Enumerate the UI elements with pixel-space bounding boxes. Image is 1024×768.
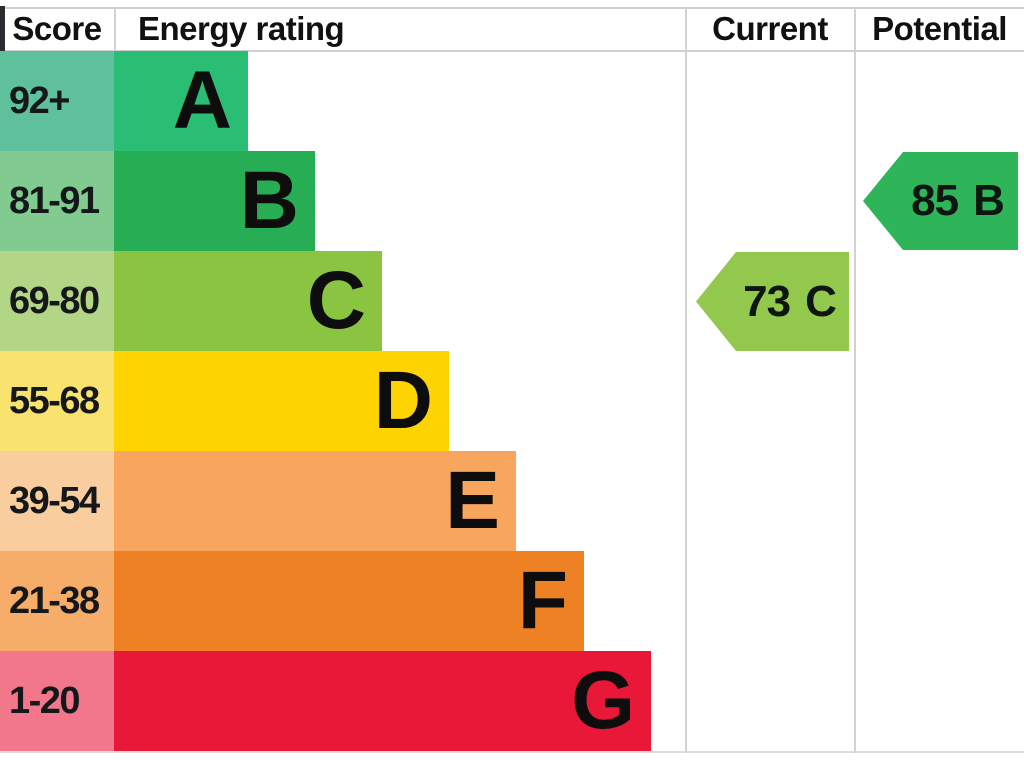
score-column-divider: [114, 7, 116, 52]
rating-bar-d: D: [114, 351, 449, 451]
band-row-e: 39-54 E: [0, 451, 1024, 551]
grade-letter-e: E: [445, 455, 500, 546]
current-column-divider: [685, 7, 687, 753]
score-range-cell-g: 1-20: [0, 651, 114, 751]
table-bottom-border: [0, 751, 1024, 753]
band-row-d: 55-68 D: [0, 351, 1024, 451]
band-row-b: 81-91 B: [0, 151, 1024, 251]
grade-letter-d: D: [373, 355, 433, 446]
table-header: Score Energy rating Current Potential: [0, 7, 1024, 50]
score-range-cell-f: 21-38: [0, 551, 114, 651]
rating-bar-b: B: [114, 151, 315, 251]
header-bottom-border: [0, 50, 1024, 52]
grade-letter-c: C: [306, 255, 366, 346]
score-range-cell-e: 39-54: [0, 451, 114, 551]
grade-letter-g: G: [571, 655, 635, 746]
score-range-label-a: 92+: [9, 79, 70, 122]
potential-rating-value: 85: [911, 176, 959, 225]
band-row-g: 1-20 G: [0, 651, 1024, 751]
grade-letter-b: B: [239, 155, 299, 246]
score-range-label-c: 69-80: [9, 279, 100, 322]
score-range-cell-c: 69-80: [0, 251, 114, 351]
score-range-label-f: 21-38: [9, 579, 100, 622]
score-range-label-b: 81-91: [9, 179, 100, 222]
band-row-a: 92+ A: [0, 51, 1024, 151]
score-column-header: Score: [12, 9, 102, 47]
band-row-c: 69-80 C: [0, 251, 1024, 351]
grade-letter-f: F: [517, 555, 568, 646]
band-row-f: 21-38 F: [0, 551, 1024, 651]
potential-rating-grade: B: [973, 176, 1005, 225]
header-left-edge-mark: [0, 6, 5, 51]
score-range-cell-a: 92+: [0, 51, 114, 151]
rating-bar-g: G: [114, 651, 651, 751]
current-rating-grade: C: [805, 276, 837, 326]
table-top-border: [0, 7, 1024, 9]
score-range-label-d: 55-68: [9, 379, 100, 422]
rating-bar-e: E: [114, 451, 516, 551]
current-column-header: Current: [712, 9, 828, 47]
potential-column-divider: [854, 7, 856, 753]
rating-bar-c: C: [114, 251, 382, 351]
energy-rating-column-header: Energy rating: [138, 9, 345, 47]
score-range-label-e: 39-54: [9, 479, 100, 522]
grade-letter-a: A: [172, 55, 232, 146]
rating-bar-a: A: [114, 51, 248, 151]
rating-bar-f: F: [114, 551, 584, 651]
score-range-cell-d: 55-68: [0, 351, 114, 451]
potential-column-header: Potential: [872, 9, 1007, 47]
score-range-label-g: 1-20: [9, 679, 81, 722]
current-rating-value: 73: [743, 276, 791, 326]
score-range-cell-b: 81-91: [0, 151, 114, 251]
